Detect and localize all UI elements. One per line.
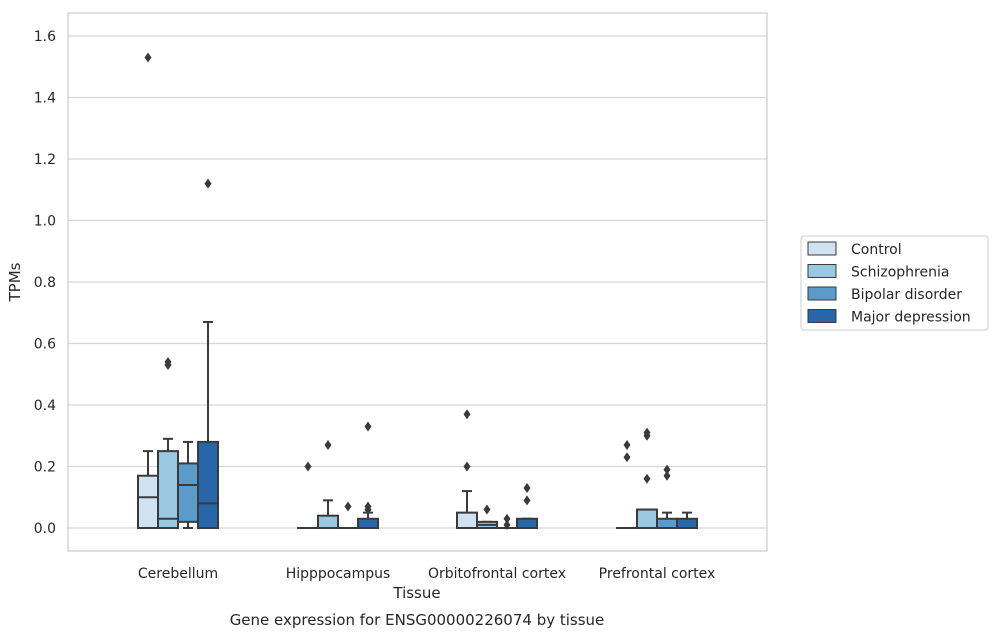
box-control — [137, 52, 159, 530]
box-bipolar-disorder — [496, 513, 518, 530]
outlier-point — [463, 461, 471, 472]
legend-swatch — [807, 309, 837, 323]
box-schizophrenia — [636, 427, 658, 529]
outlier-point — [523, 483, 531, 494]
legend: Control Schizophrenia Bipolar disorder Majo… — [800, 235, 989, 331]
chart-caption: Gene expression for ENSG00000226074 by t… — [230, 611, 605, 629]
box-body — [357, 517, 379, 530]
box-body — [516, 517, 538, 530]
legend-label: Control — [851, 242, 902, 258]
y-tick-label: 1.2 — [34, 152, 56, 168]
y-tick-label: 0.0 — [34, 521, 56, 537]
box-body — [676, 517, 698, 530]
y-tick-label: 1.6 — [34, 29, 56, 45]
box-bipolar-disorder — [337, 501, 359, 530]
box-major-depression — [676, 511, 698, 530]
legend-label: Major depression — [851, 310, 971, 326]
outlier-point — [324, 439, 332, 450]
box-control — [616, 439, 638, 530]
legend-swatch — [807, 264, 837, 278]
outlier-point — [663, 470, 671, 481]
legend-label: Schizophrenia — [851, 265, 949, 281]
plot-area — [67, 12, 768, 552]
outlier-point — [204, 178, 212, 189]
x-tick-label: Hipppocampus — [286, 566, 391, 582]
x-axis-label: Tissue — [392, 584, 440, 602]
x-tick-label: Orbitofrontal cortex — [428, 566, 566, 582]
box-body — [157, 450, 179, 529]
outlier-point — [623, 452, 631, 463]
outlier-point — [164, 360, 172, 371]
legend-swatch — [807, 286, 837, 301]
outlier-point — [643, 430, 651, 441]
boxes — [137, 52, 698, 530]
box-body — [636, 508, 658, 529]
outlier-point — [364, 421, 372, 432]
outlier-point — [623, 439, 631, 450]
box-body — [456, 511, 478, 529]
outlier-point — [144, 52, 152, 63]
box-major-depression — [197, 178, 219, 529]
y-axis-label: TPMs — [6, 262, 24, 302]
y-tick-label: 0.4 — [34, 398, 56, 414]
y-tick-label: 0.6 — [34, 337, 56, 353]
legend-label: Bipolar disorder — [851, 287, 962, 303]
y-tick-label: 0.2 — [34, 460, 56, 476]
box-body — [137, 474, 159, 530]
outlier-point — [643, 473, 651, 484]
x-tick-label: Prefrontal cortex — [599, 566, 716, 582]
box-control — [297, 461, 319, 530]
y-tick-label: 1.0 — [34, 214, 56, 230]
outlier-point — [304, 461, 312, 472]
box-body — [177, 462, 199, 523]
box-major-depression — [357, 421, 379, 530]
outlier-point — [523, 495, 531, 506]
box-body — [656, 517, 678, 530]
box-major-depression — [516, 483, 538, 530]
legend-swatch — [807, 241, 837, 256]
x-tick-labels: Cerebellum Hipppocampus Orbitofrontal cort… — [138, 566, 715, 582]
outlier-point — [663, 464, 671, 475]
y-tick-label: 1.4 — [34, 91, 56, 107]
outlier-point — [483, 504, 491, 515]
outlier-point — [344, 501, 352, 512]
legend-frame — [800, 235, 989, 331]
box-bipolar-disorder — [177, 440, 199, 529]
box-body — [317, 514, 339, 530]
box-schizophrenia — [157, 356, 179, 529]
outlier-point — [463, 409, 471, 420]
box-schizophrenia — [476, 504, 498, 529]
x-tick-label: Cerebellum — [138, 566, 218, 582]
outlier-point — [503, 513, 511, 524]
outlier-point — [503, 519, 511, 530]
box-schizophrenia — [317, 439, 339, 530]
y-tick-label: 0.8 — [34, 275, 56, 291]
box-body — [197, 440, 219, 529]
outlier-point — [364, 504, 372, 515]
y-tick-labels: 0.0 0.2 0.4 0.6 0.8 1.0 1.2 1.4 1.6 — [34, 29, 56, 537]
box-bipolar-disorder — [656, 464, 678, 530]
box-control — [456, 409, 478, 529]
